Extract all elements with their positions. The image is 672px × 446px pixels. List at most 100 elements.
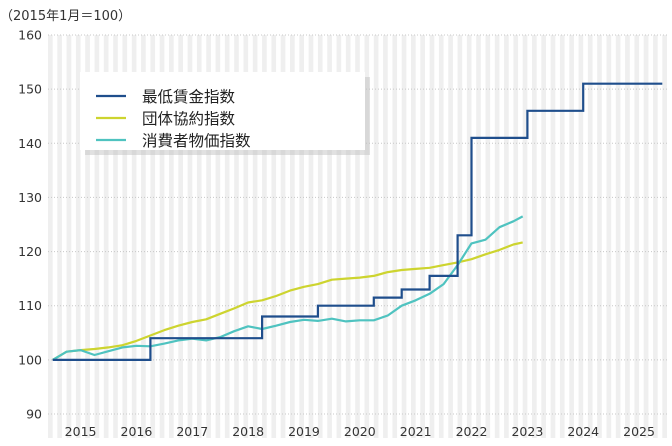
x-tick-label: 2018 <box>232 424 264 439</box>
shaded-band <box>401 35 407 438</box>
shaded-band <box>569 35 574 438</box>
x-tick-label: 2015 <box>65 424 97 439</box>
shaded-band <box>299 35 304 438</box>
shaded-band <box>66 35 72 438</box>
shaded-band <box>578 35 584 438</box>
shaded-band <box>57 35 62 438</box>
x-tick-label: 2016 <box>121 424 153 439</box>
shaded-band <box>373 35 379 438</box>
shaded-band <box>643 35 649 438</box>
shaded-band <box>615 35 621 438</box>
shaded-band <box>345 35 351 438</box>
shaded-band <box>262 35 267 438</box>
x-tick-label: 2023 <box>511 424 543 439</box>
shaded-band <box>103 35 109 438</box>
shaded-band <box>196 35 202 438</box>
shaded-band <box>131 35 137 438</box>
shaded-band <box>317 35 323 438</box>
shaded-band <box>187 35 193 438</box>
shaded-band <box>662 35 667 438</box>
y-tick-label: 150 <box>18 82 42 97</box>
y-tick-label: 110 <box>18 298 42 313</box>
shaded-band <box>141 35 146 438</box>
shaded-band <box>75 35 81 438</box>
y-tick-label: 120 <box>18 244 42 259</box>
legend-label: 最低賃金指数 <box>142 88 236 106</box>
series-line <box>52 241 523 361</box>
legend-box <box>80 72 365 150</box>
unit-note: （2015年1月＝100） <box>0 9 131 24</box>
shaded-band <box>355 35 360 438</box>
shaded-band <box>85 35 90 438</box>
shaded-band <box>429 35 435 438</box>
x-tick-label: 2025 <box>623 424 655 439</box>
x-tick-label: 2024 <box>567 424 599 439</box>
shaded-band <box>122 35 128 438</box>
shaded-band <box>206 35 211 438</box>
shaded-band <box>215 35 221 438</box>
shaded-band <box>364 35 370 438</box>
shaded-band <box>466 35 472 438</box>
shaded-band <box>448 35 453 438</box>
shaded-band <box>150 35 156 438</box>
shaded-bands <box>48 35 667 438</box>
shaded-band <box>159 35 165 438</box>
shaded-band <box>625 35 630 438</box>
shaded-band <box>290 35 295 438</box>
shaded-band <box>336 35 342 438</box>
shaded-band <box>532 35 537 438</box>
series-lines <box>52 82 663 361</box>
shaded-band <box>541 35 546 438</box>
shaded-band <box>392 35 398 438</box>
shaded-band <box>234 35 239 438</box>
x-tick-label: 2019 <box>288 424 320 439</box>
y-tick-label: 130 <box>18 190 42 205</box>
shaded-band <box>587 35 593 438</box>
shaded-band <box>224 35 230 438</box>
x-tick-label: 2022 <box>456 424 488 439</box>
series-line <box>52 82 663 361</box>
shaded-band <box>271 35 277 438</box>
legend-label: 団体協約指数 <box>142 110 236 128</box>
shaded-band <box>113 35 118 438</box>
y-axis-tick-labels: 90 100 110 120 130 140 150 160 <box>18 28 42 422</box>
shaded-band <box>178 35 183 438</box>
shaded-band <box>252 35 258 438</box>
shaded-band <box>494 35 500 438</box>
shaded-band <box>48 35 53 438</box>
shaded-band <box>550 35 556 438</box>
shaded-band <box>559 35 565 438</box>
shaded-band <box>94 35 100 438</box>
shaded-band <box>522 35 528 438</box>
shaded-band <box>327 35 332 438</box>
x-tick-label: 2020 <box>344 424 376 439</box>
x-tick-label: 2017 <box>176 424 208 439</box>
shaded-band <box>634 35 640 438</box>
shaded-band <box>411 35 416 438</box>
shaded-band <box>504 35 509 438</box>
shaded-band <box>420 35 425 438</box>
shaded-band <box>513 35 519 438</box>
shaded-band <box>606 35 612 438</box>
shaded-band <box>383 35 388 438</box>
shaded-band <box>308 35 314 438</box>
y-tick-label: 140 <box>18 136 42 151</box>
x-axis-tick-labels: 2015 2016 2017 2018 2019 2020 2021 2022 2023 2024… <box>65 424 655 439</box>
shaded-band <box>653 35 658 438</box>
y-tick-label: 100 <box>18 352 42 367</box>
shaded-band <box>169 35 174 438</box>
shaded-band <box>243 35 249 438</box>
shaded-band <box>597 35 602 438</box>
shaded-band <box>438 35 444 438</box>
y-tick-label: 90 <box>26 407 42 422</box>
y-tick-label: 160 <box>18 28 42 43</box>
shaded-band <box>457 35 463 438</box>
shaded-band <box>476 35 481 438</box>
legend-label: 消費者物価指数 <box>142 132 251 150</box>
x-tick-label: 2021 <box>400 424 432 439</box>
series-line <box>52 215 524 361</box>
shaded-band <box>280 35 286 438</box>
